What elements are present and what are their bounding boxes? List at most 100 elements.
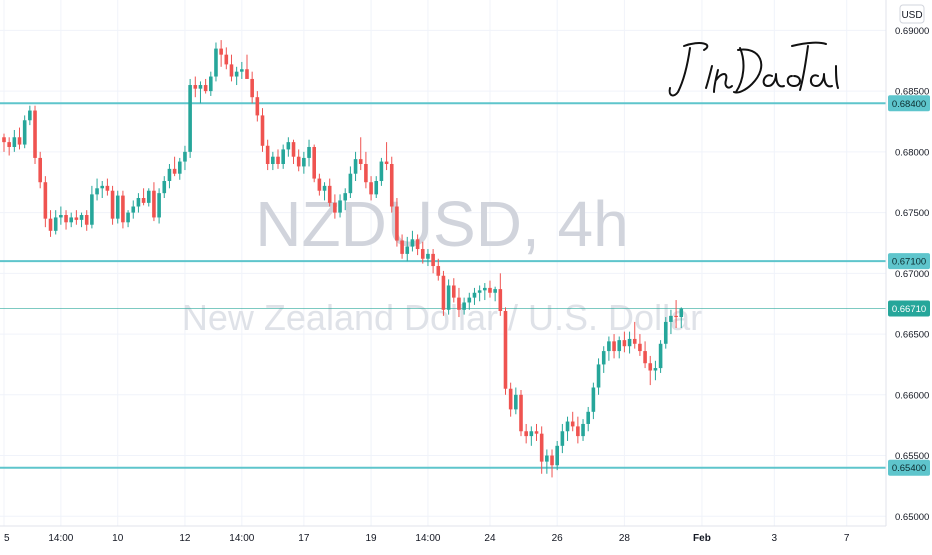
candle[interactable] xyxy=(451,278,456,303)
candle[interactable] xyxy=(255,91,260,122)
candle[interactable] xyxy=(69,212,74,228)
candle[interactable] xyxy=(74,210,79,225)
candle[interactable] xyxy=(121,190,125,229)
candle[interactable] xyxy=(214,42,218,82)
candle[interactable] xyxy=(539,426,544,474)
candle[interactable] xyxy=(53,210,58,235)
candle[interactable] xyxy=(152,182,156,222)
candle[interactable] xyxy=(379,157,384,186)
candle[interactable] xyxy=(183,145,187,171)
candle[interactable] xyxy=(219,40,223,67)
candle[interactable] xyxy=(281,144,285,169)
candle[interactable] xyxy=(146,188,151,207)
candle[interactable] xyxy=(420,241,425,264)
candle[interactable] xyxy=(157,188,161,224)
candle[interactable] xyxy=(286,137,291,157)
candle[interactable] xyxy=(658,340,663,373)
candle[interactable] xyxy=(95,178,99,201)
candle[interactable] xyxy=(162,176,167,199)
candle[interactable] xyxy=(395,198,399,247)
candle[interactable] xyxy=(555,440,559,471)
candle[interactable] xyxy=(410,230,415,252)
candle[interactable] xyxy=(534,423,539,441)
candle[interactable] xyxy=(17,127,22,150)
candle[interactable] xyxy=(508,382,513,417)
candle[interactable] xyxy=(234,66,239,86)
candle[interactable] xyxy=(209,71,213,96)
candle[interactable] xyxy=(12,129,17,152)
candle[interactable] xyxy=(64,210,68,230)
candle[interactable] xyxy=(596,358,601,395)
candle[interactable] xyxy=(317,173,322,196)
candle[interactable] xyxy=(570,411,575,432)
candle[interactable] xyxy=(353,151,358,182)
candle[interactable] xyxy=(436,258,441,281)
candle[interactable] xyxy=(110,185,115,225)
candle[interactable] xyxy=(472,287,477,305)
candle[interactable] xyxy=(348,166,353,199)
candle[interactable] xyxy=(457,287,461,318)
candle[interactable] xyxy=(245,54,249,79)
candle[interactable] xyxy=(591,382,596,420)
candle[interactable] xyxy=(653,360,658,381)
candle[interactable] xyxy=(338,194,342,218)
candle[interactable] xyxy=(643,341,647,369)
candle[interactable] xyxy=(498,273,503,316)
currency-badge[interactable]: USD xyxy=(899,4,925,24)
candle[interactable] xyxy=(663,317,668,349)
candle[interactable] xyxy=(612,334,616,359)
candle[interactable] xyxy=(136,193,141,213)
candle[interactable] xyxy=(627,331,632,354)
candle[interactable] xyxy=(586,406,591,432)
candle[interactable] xyxy=(545,449,549,474)
candle[interactable] xyxy=(7,137,11,156)
candle[interactable] xyxy=(333,194,337,219)
candle[interactable] xyxy=(483,283,487,301)
candle[interactable] xyxy=(369,176,373,201)
candle[interactable] xyxy=(529,426,534,446)
candle[interactable] xyxy=(250,71,254,104)
candle[interactable] xyxy=(493,286,497,302)
candle[interactable] xyxy=(488,280,492,298)
candlestick-series[interactable] xyxy=(2,40,684,478)
candle[interactable] xyxy=(229,54,234,82)
candle[interactable] xyxy=(327,178,332,207)
candle[interactable] xyxy=(84,210,89,231)
candle[interactable] xyxy=(48,210,53,237)
candle[interactable] xyxy=(43,176,48,228)
candle[interactable] xyxy=(503,307,508,395)
candle[interactable] xyxy=(674,300,678,328)
candle[interactable] xyxy=(307,139,311,167)
candle[interactable] xyxy=(38,151,42,189)
candle[interactable] xyxy=(79,212,84,228)
candle[interactable] xyxy=(59,206,63,225)
candle[interactable] xyxy=(426,249,430,267)
candle[interactable] xyxy=(358,137,363,171)
candle[interactable] xyxy=(240,61,244,79)
candle[interactable] xyxy=(384,142,389,171)
candle[interactable] xyxy=(601,346,606,373)
candle[interactable] xyxy=(467,292,472,310)
candle[interactable] xyxy=(296,149,301,172)
candle[interactable] xyxy=(374,176,379,199)
candle[interactable] xyxy=(33,105,37,164)
time-axis[interactable]: 5 14:00 10 12 14:00 17 19 14:00 24 26 28 Feb 3 7 xyxy=(4,533,850,544)
candle[interactable] xyxy=(607,336,611,361)
candle[interactable] xyxy=(622,331,627,353)
candle[interactable] xyxy=(679,307,684,328)
candle[interactable] xyxy=(514,387,518,415)
candle[interactable] xyxy=(312,144,316,183)
candle[interactable] xyxy=(617,336,622,359)
candle[interactable] xyxy=(364,151,368,189)
candle[interactable] xyxy=(648,355,653,386)
candle[interactable] xyxy=(389,156,394,213)
candle[interactable] xyxy=(167,163,172,189)
candle[interactable] xyxy=(565,416,570,441)
candle[interactable] xyxy=(550,449,554,478)
candle[interactable] xyxy=(141,188,146,206)
candle[interactable] xyxy=(519,389,523,437)
candle[interactable] xyxy=(638,334,642,356)
candle[interactable] xyxy=(105,178,110,196)
